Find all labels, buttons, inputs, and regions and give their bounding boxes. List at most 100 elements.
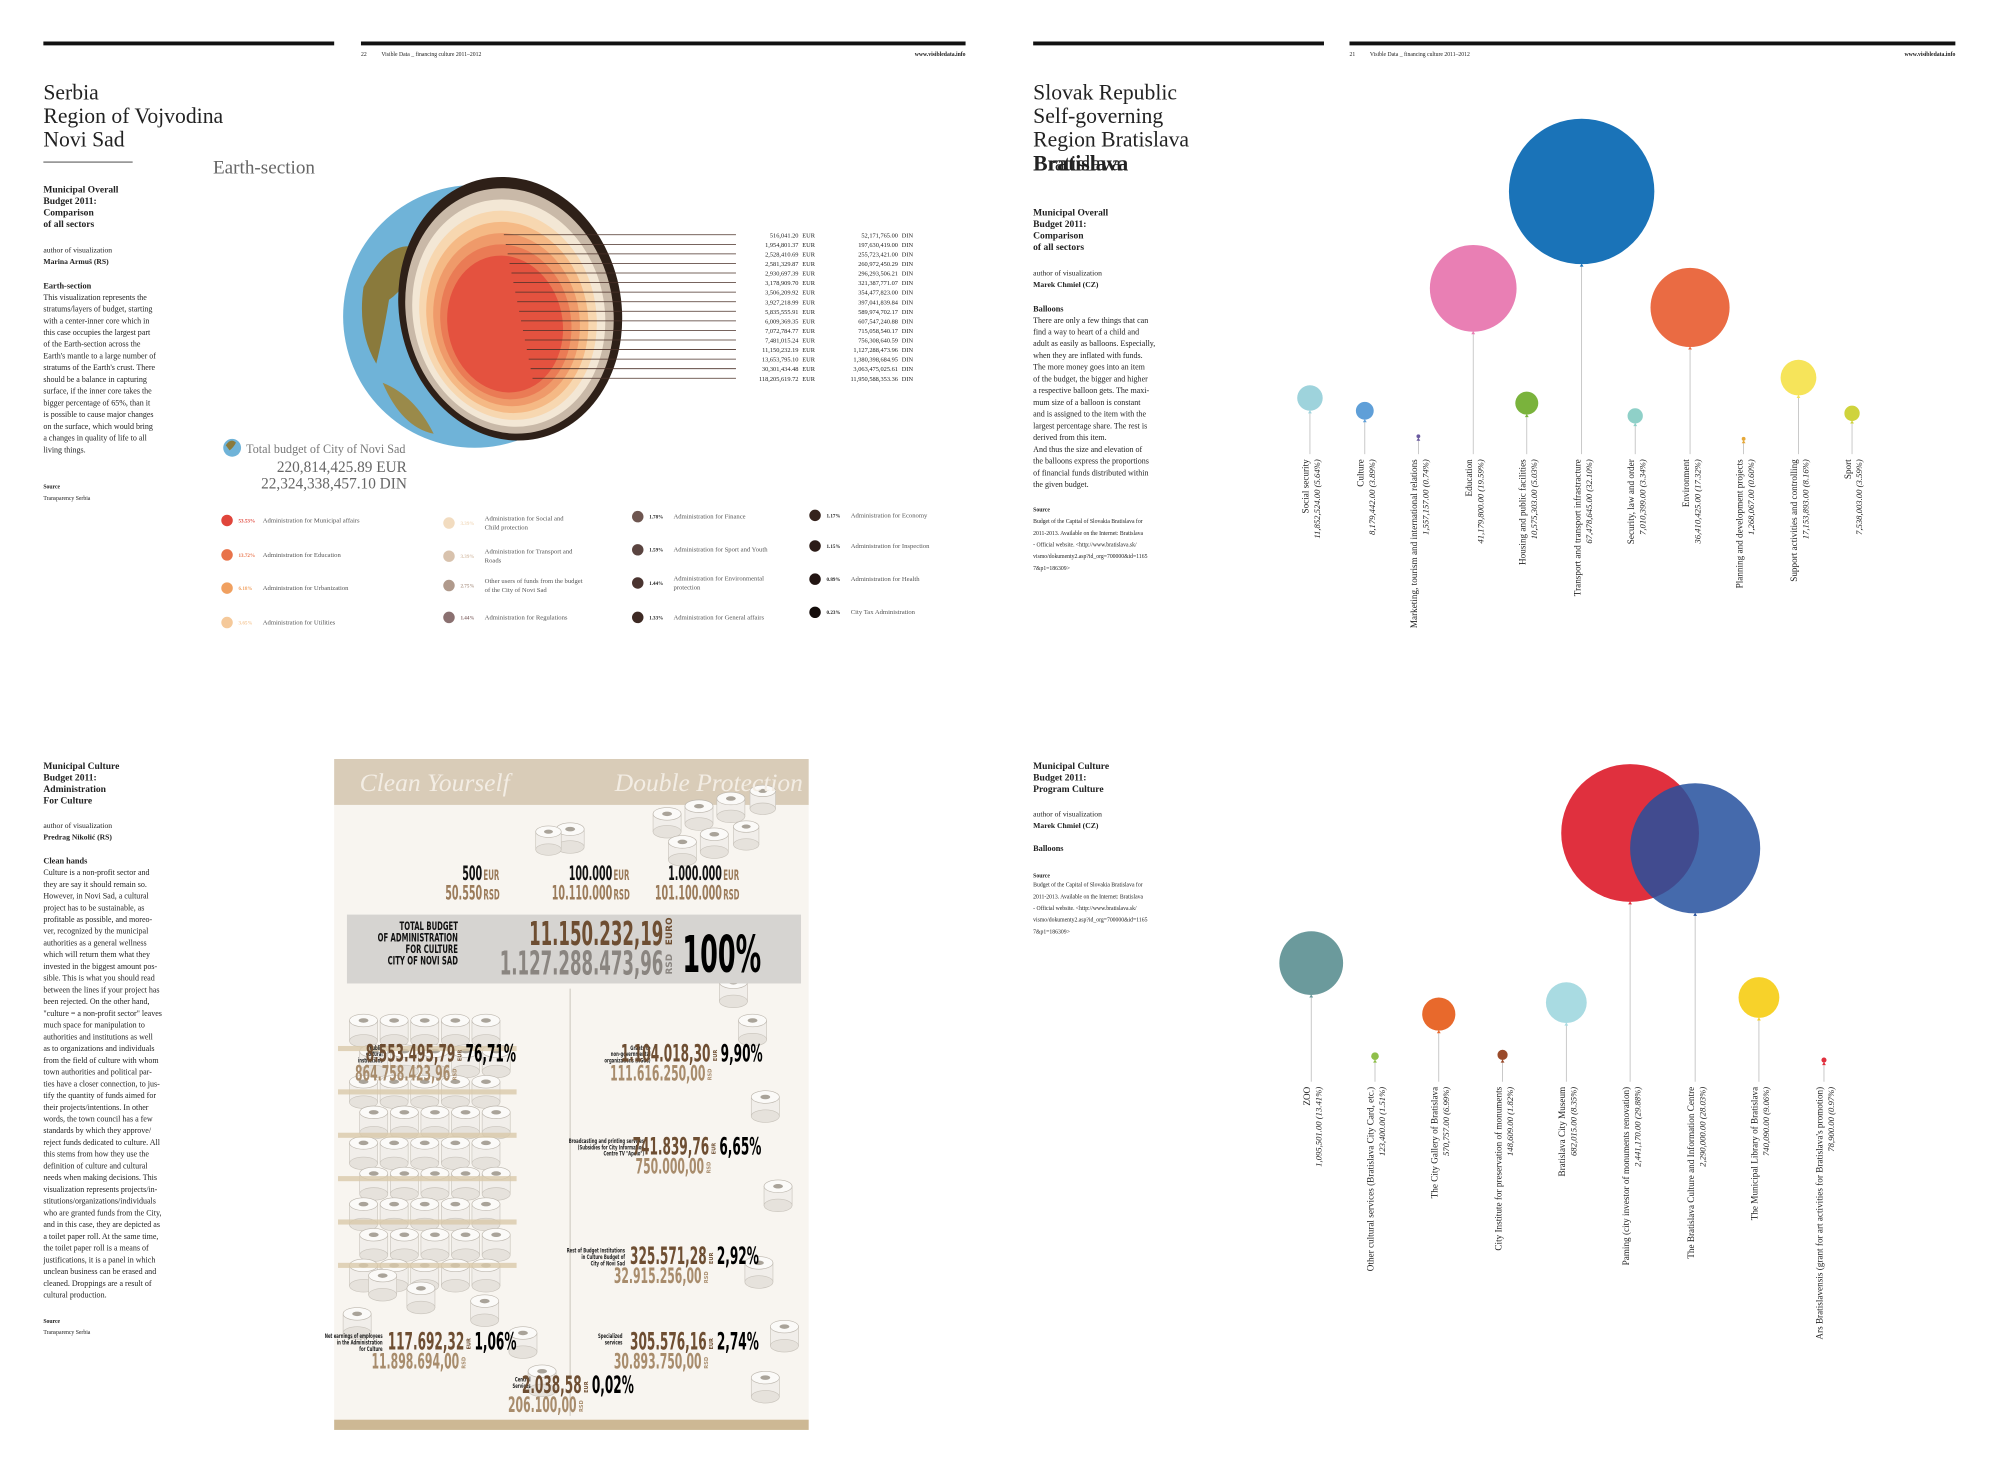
ornament [399,1110,410,1115]
legend-percent: 53.53% [239,518,256,524]
din-unit: DIN [902,357,914,364]
ornament [389,1018,400,1023]
ornament [342,1326,372,1340]
ornament [754,1260,764,1266]
item-percent: 2,92% [717,1241,759,1270]
ornament [352,1311,363,1317]
subtitle: Municipal Overall [43,185,118,196]
balloon-name: Support activities and controlling [1789,459,1799,582]
ornament [668,853,697,867]
ornament [441,1279,470,1293]
eur-amount: 7,481,015.24 [765,338,799,345]
source-text: Budget of the Capital of Slovakia Bratis… [1033,518,1143,525]
body-text: and in this case, they are depicted as [43,1220,160,1229]
eur-amount: 1,954,801.37 [765,242,798,249]
eur-unit: EUR [802,280,815,287]
ornament [491,1110,502,1115]
ornament [481,1018,491,1023]
din-unit: DIN [902,271,914,278]
subtitle: Comparison [1033,231,1084,242]
ornament [358,1079,369,1084]
balloon-value: 682,015.00 (8.35%) [1569,1087,1579,1156]
item-eur: 117.692,32 [388,1327,465,1356]
legend-label: Administration for Education [263,552,342,559]
legend-label: Administration for Urbanization [263,585,349,592]
eur-unit: EUR [802,299,815,306]
ornament [450,1018,461,1023]
balloon [1355,401,1374,420]
ornament [399,1232,410,1238]
item-label: for Culture [359,1346,383,1353]
item-rsd: 864.758.423,96 [355,1061,450,1086]
body-text: living things. [43,445,85,454]
body-text: mum size of a balloon is constant [1033,398,1141,407]
source-text: - Official website. <http://www.bratisla… [1033,541,1137,548]
body-text: they are say it should remain so. [43,880,147,889]
item-eur-unit: EUR [709,1252,715,1264]
body-text: needs when making decisions. This [43,1173,157,1182]
din-unit: DIN [902,376,914,383]
balloon [1279,931,1344,995]
page-title: Bratislava [1033,151,1128,175]
ornament [725,796,736,801]
ornament [1741,440,1746,444]
subtitle: Budget 2011: [43,196,96,207]
legend-swatch [809,509,821,522]
body-text: of financial funds distributed within [1033,468,1148,477]
body-text: bigger percentage of 65%, than it [43,398,151,407]
din-unit: DIN [902,290,914,297]
legend-percent: 1.33% [649,615,663,621]
body-text: tify the quantity of funds aimed for [43,1091,156,1100]
ornament [416,1286,426,1291]
legend-label: Administration for Utilities [263,619,336,626]
ornament [1500,1059,1505,1063]
balloon [1821,1057,1827,1063]
item-rsd: 32.915.256,00 [614,1264,702,1289]
body-text: when they are inflated with funds. [1033,351,1143,360]
scale-rsd-unit: RSD [483,887,499,903]
author: Marek Chmiel (CZ) [1033,280,1099,289]
item-label: (Subsidies for City Information [578,1144,645,1151]
legend-label: City Tax Administration [851,609,916,616]
body-text: visualization represents projects/in- [43,1185,157,1194]
total-label: TOTAL BUDGET [400,920,459,933]
total-eur: 220,814,425.89 EUR [277,459,408,476]
body-text: justifications, it is a panel in which [42,1255,155,1264]
din-amount: 321,387,771.07 [858,280,898,287]
running-title: Visible Data _ financing culture 2011–20… [1370,51,1470,58]
eur-unit: EUR [802,261,815,268]
balloon-name: Marketing, tourism and international rel… [1409,459,1419,628]
scale-eur-unit: EUR [483,868,499,884]
ornament [694,803,704,809]
ornament [338,1089,517,1095]
body-text: much space for manipulation to [43,1021,145,1030]
balloon-value: 17,153,893.00 (8.16%) [1801,459,1811,539]
item-label: Central [515,1377,531,1384]
body-text: And thus the size and elevation of [1033,445,1142,454]
legend-label: Other users of funds from the budget [485,578,583,585]
body-text: However, in Novi Sad, a cultural [43,892,149,901]
ornament [406,1300,436,1315]
item-label: Services [512,1383,530,1390]
balloon-name: Transport and transport infrastracture [1572,459,1582,596]
ornament [544,829,553,834]
din-unit: DIN [902,232,914,239]
ornament [716,809,746,824]
din-amount: 52,171,765.00 [861,232,898,239]
balloon-value: 78,900.00 (0.97%) [1826,1087,1836,1152]
scale-eur-unit: EUR [614,868,630,884]
decoration [43,41,1956,1430]
source-text: 2011-2013. Available on the Internet: Br… [1033,894,1143,900]
balloon [1844,405,1860,421]
legend-label: Administration for Environmental [673,575,764,582]
legend-swatch [632,577,644,589]
din-amount: 197,630,419.00 [858,242,898,249]
ornament [450,1201,461,1207]
din-unit: DIN [902,328,914,335]
source-text: 7&p1=186309> [1033,566,1070,572]
legend-swatch [809,606,821,619]
item-eur-unit: EUR [712,1143,718,1155]
ornament [460,1110,471,1115]
ornament [358,1201,369,1207]
item-label: cultural [366,1051,383,1058]
